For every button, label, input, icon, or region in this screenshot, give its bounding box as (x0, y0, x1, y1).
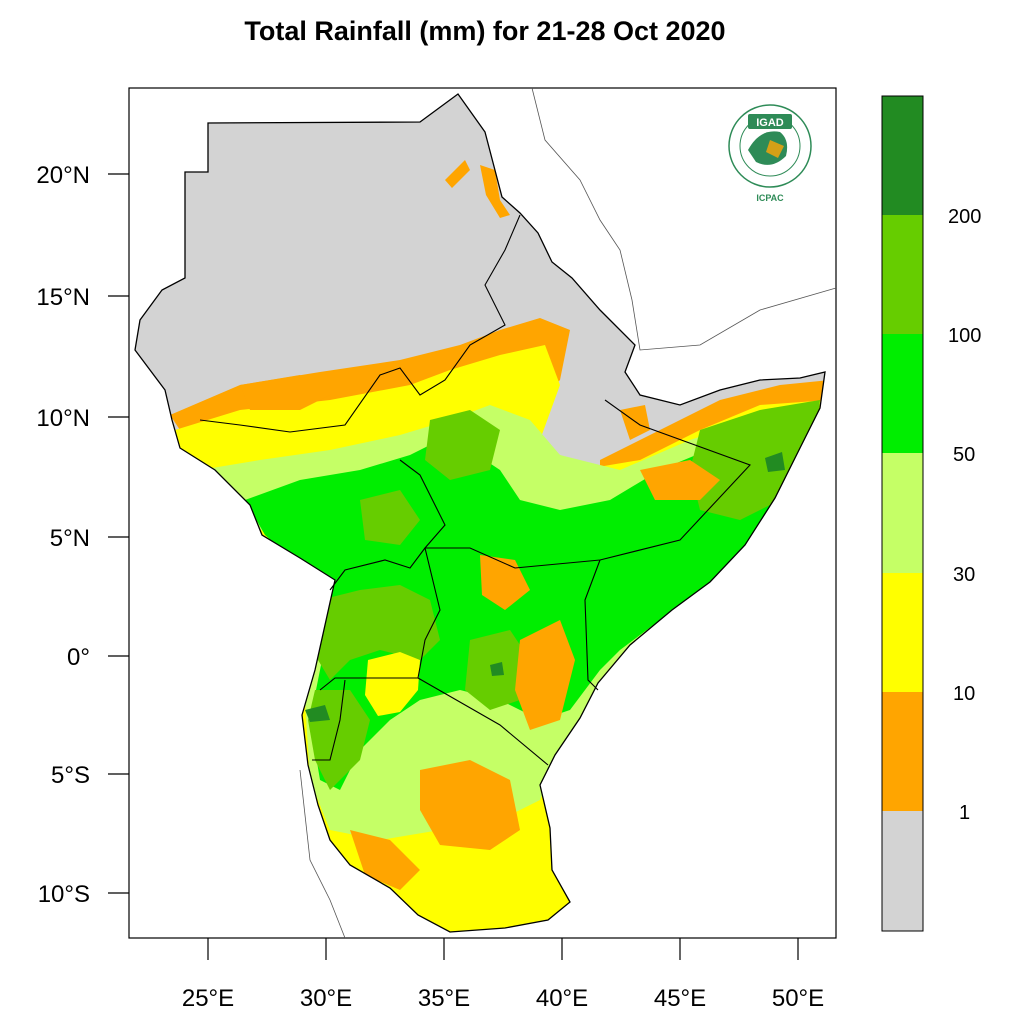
country-borders (199, 214, 751, 766)
lat-axis: 20°N 15°N 10°N 5°N 0° 5°S 10°S (36, 162, 129, 908)
lat-label: 10°N (36, 405, 90, 432)
lat-label: 10°S (38, 881, 90, 908)
colorbar-swatch (882, 573, 923, 692)
lat-label: 5°N (50, 525, 90, 552)
map-title: Total Rainfall (mm) for 21-28 Oct 2020 (244, 16, 726, 46)
colorbar-swatch (882, 692, 923, 811)
colorbar-label: 100 (948, 325, 981, 347)
lat-label: 0° (67, 644, 90, 671)
colorbar-swatch (882, 334, 923, 453)
logo-org: ICPAC (756, 193, 784, 203)
lat-label: 15°N (36, 284, 90, 311)
lon-axis: 25°E 30°E 35°E 40°E 45°E 50°E (182, 938, 824, 1012)
igad-emblem-icon: IGAD ICPAC (728, 104, 812, 203)
colorbar-swatch (882, 811, 923, 931)
rain-patch (480, 165, 510, 218)
lon-label: 50°E (772, 985, 824, 1012)
lon-label: 45°E (654, 985, 706, 1012)
lon-label: 40°E (536, 985, 588, 1012)
lat-label: 20°N (36, 162, 90, 189)
lat-label: 5°S (51, 762, 90, 789)
colorbar-label: 200 (948, 206, 981, 228)
colorbar-label: 30 (953, 564, 975, 586)
colorbar-swatch (882, 453, 923, 573)
lon-label: 35°E (418, 985, 470, 1012)
rain-patch (620, 405, 650, 440)
lon-label: 30°E (300, 985, 352, 1012)
colorbar-label: 10 (953, 683, 975, 705)
lon-label: 25°E (182, 985, 234, 1012)
logo-acronym: IGAD (756, 117, 784, 129)
outer-borders (299, 87, 837, 939)
colorbar-swatch (882, 215, 923, 334)
colorbar-label: 50 (953, 444, 975, 466)
colorbar: 200 100 50 30 10 1 (881, 95, 981, 932)
colorbar-label: 1 (959, 802, 970, 824)
rain-patch (445, 160, 470, 188)
colorbar-swatch (882, 96, 923, 215)
